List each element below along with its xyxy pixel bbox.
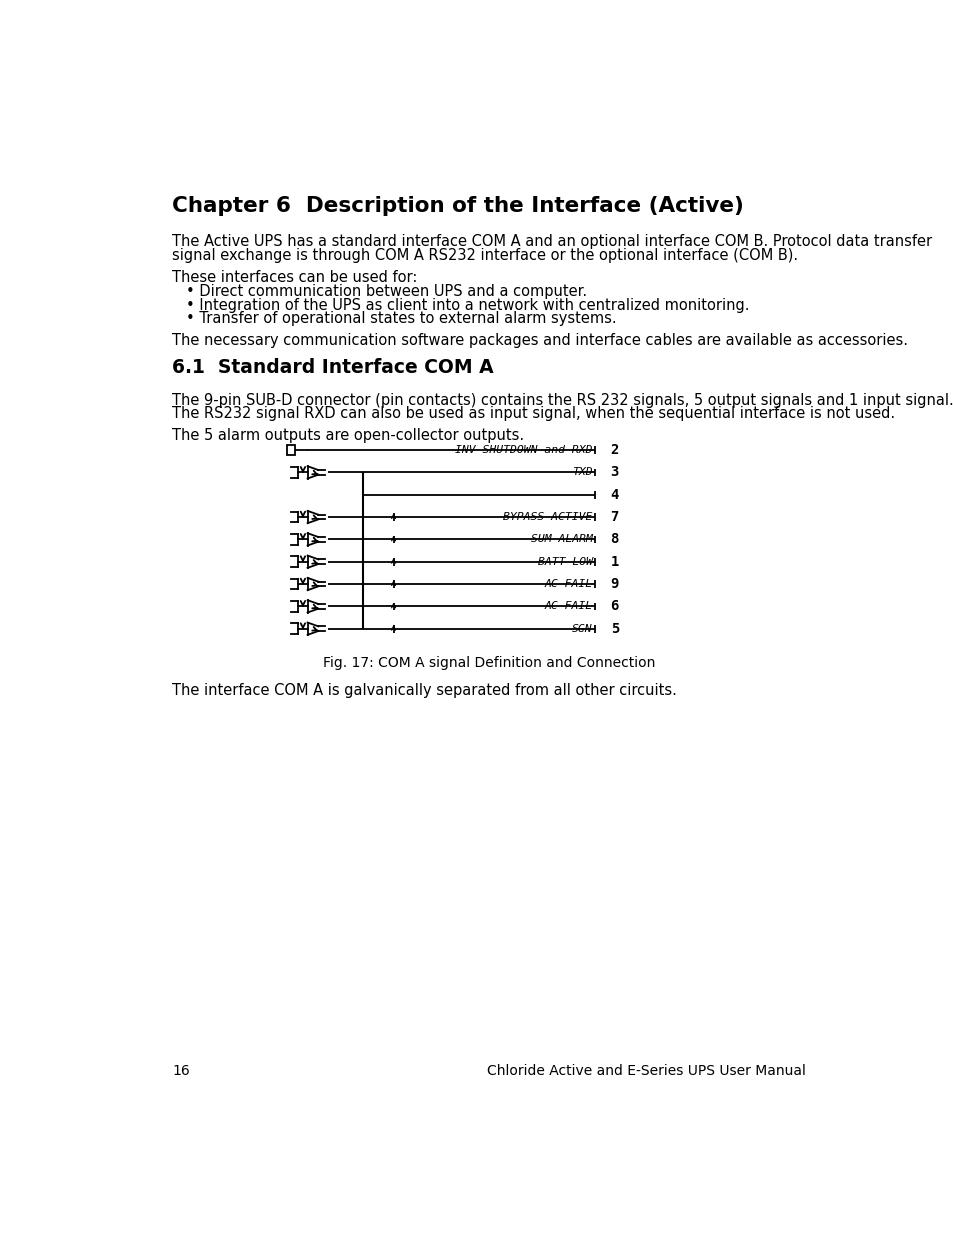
Text: 2: 2 (610, 443, 618, 457)
Text: The necessary communication software packages and interface cables are available: The necessary communication software pac… (172, 333, 907, 348)
Text: AC FAIL: AC FAIL (544, 579, 592, 589)
Text: BATT LOW: BATT LOW (537, 557, 592, 567)
Text: 8: 8 (610, 532, 618, 546)
Text: 3: 3 (610, 466, 618, 479)
Text: • Transfer of operational states to external alarm systems.: • Transfer of operational states to exte… (186, 311, 616, 326)
Text: 4: 4 (610, 488, 618, 501)
Text: 5: 5 (610, 621, 618, 636)
Text: 7: 7 (610, 510, 618, 524)
Text: 6: 6 (610, 599, 618, 614)
Text: The 9-pin SUB-D connector (pin contacts) contains the RS 232 signals, 5 output s: The 9-pin SUB-D connector (pin contacts)… (172, 393, 953, 408)
Text: SGN: SGN (572, 624, 592, 634)
Text: The interface COM A is galvanically separated from all other circuits.: The interface COM A is galvanically sepa… (172, 683, 676, 698)
Text: The Active UPS has a standard interface COM A and an optional interface COM B. P: The Active UPS has a standard interface … (172, 235, 931, 249)
Text: The 5 alarm outputs are open-collector outputs.: The 5 alarm outputs are open-collector o… (172, 427, 523, 442)
Text: Chloride Active and E-Series UPS User Manual: Chloride Active and E-Series UPS User Ma… (487, 1063, 805, 1078)
Text: • Integration of the UPS as client into a network with centralized monitoring.: • Integration of the UPS as client into … (186, 298, 749, 312)
Text: BYPASS ACTIVE: BYPASS ACTIVE (503, 513, 592, 522)
Text: These interfaces can be used for:: These interfaces can be used for: (172, 270, 416, 285)
Text: SUM ALARM: SUM ALARM (530, 535, 592, 545)
Text: TXD: TXD (572, 467, 592, 478)
Text: Fig. 17: COM A signal Definition and Connection: Fig. 17: COM A signal Definition and Con… (322, 656, 655, 669)
Text: 16: 16 (172, 1063, 190, 1078)
Bar (286, 445, 294, 456)
Text: The RS232 signal RXD can also be used as input signal, when the sequential inter: The RS232 signal RXD can also be used as… (172, 406, 894, 421)
Text: Chapter 6  Description of the Interface (Active): Chapter 6 Description of the Interface (… (172, 196, 743, 216)
Text: 1: 1 (610, 555, 618, 568)
Text: • Direct communication between UPS and a computer.: • Direct communication between UPS and a… (186, 284, 586, 299)
Text: AC FAIL: AC FAIL (544, 601, 592, 611)
Text: 9: 9 (610, 577, 618, 592)
Text: signal exchange is through COM A RS232 interface or the optional interface (COM : signal exchange is through COM A RS232 i… (172, 247, 798, 263)
Text: INV SHUTDOWN and RXD: INV SHUTDOWN and RXD (455, 445, 592, 454)
Text: 6.1  Standard Interface COM A: 6.1 Standard Interface COM A (172, 358, 493, 377)
